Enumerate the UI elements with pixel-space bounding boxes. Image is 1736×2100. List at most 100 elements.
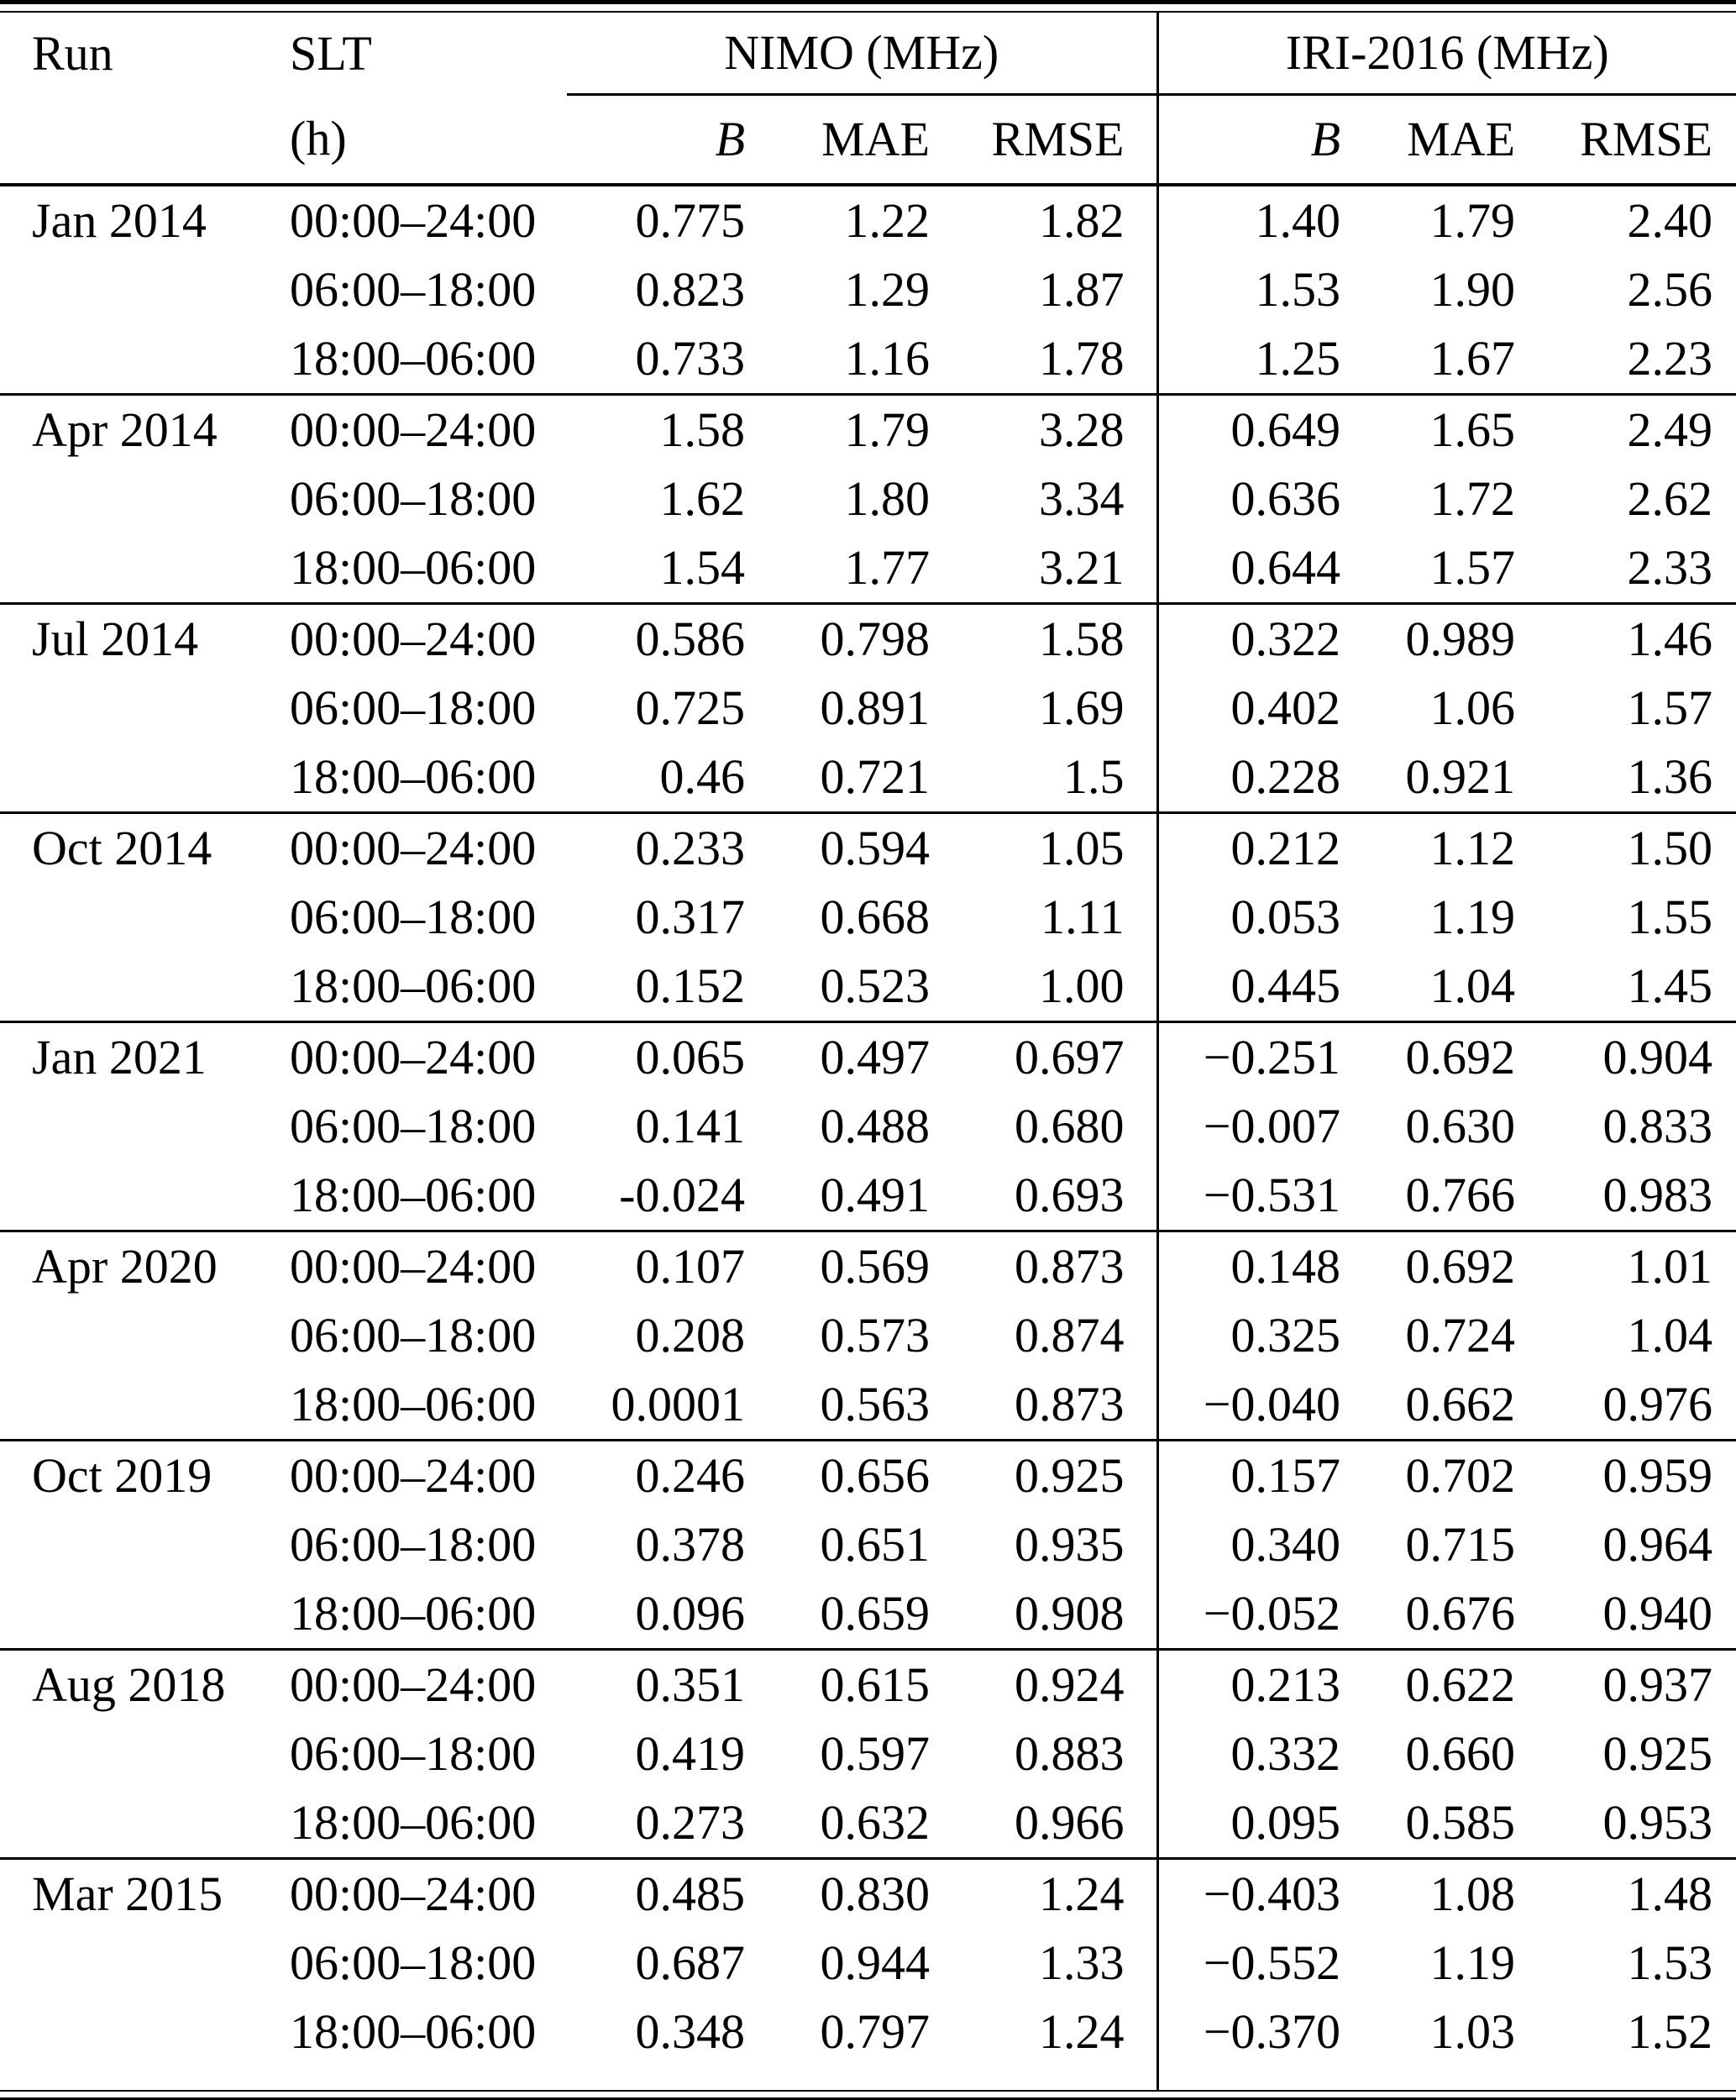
nimo-rmse-cell: 0.924: [935, 1648, 1157, 1719]
column-header-slt: SLT: [290, 25, 372, 81]
iri-b-cell: 0.332: [1156, 1719, 1345, 1788]
column-header-iri-b: B: [1156, 94, 1345, 186]
iri-b-cell: 1.25: [1156, 324, 1345, 395]
table-row: Jan 2014 00:00–24:00 0.775 1.22 1.82 1.4…: [0, 183, 1736, 255]
column-header-nimo-mae: MAE: [750, 94, 935, 186]
iri-mae-cell: 0.715: [1405, 1517, 1516, 1572]
table-bottom-rule-thin: [0, 2090, 1736, 2092]
slt-cell: 00:00–24:00: [269, 393, 567, 465]
iri-b-cell: 0.322: [1156, 602, 1345, 674]
iri-mae-cell: 0.622: [1345, 1648, 1520, 1719]
column-header-iri-rmse: RMSE: [1520, 94, 1736, 186]
column-header-nimo-b: B: [567, 94, 750, 186]
nimo-b-cell: 0.348: [635, 2004, 746, 2059]
run-cell: Aug 2018: [0, 1648, 269, 1719]
run-cell: [0, 255, 269, 324]
slt-cell: 18:00–06:00: [290, 1586, 537, 1641]
table-row: 06:00–18:00 1.62 1.80 3.34 0.636 1.72 2.…: [0, 465, 1736, 533]
iri-rmse-cell: 2.62: [1627, 471, 1713, 526]
nimo-b-cell: 0.208: [635, 1308, 746, 1362]
nimo-rmse-cell: 1.58: [935, 602, 1157, 674]
iri-mae-cell: 1.72: [1429, 471, 1516, 526]
iri-rmse-cell: 1.55: [1627, 890, 1713, 944]
slt-cell: 00:00–24:00: [269, 1439, 567, 1510]
nimo-b-cell: 0.273: [635, 1795, 746, 1850]
iri-mae-cell: 1.79: [1345, 183, 1520, 255]
nimo-b-cell: 1.62: [659, 471, 746, 526]
iri-mae-cell: 0.921: [1405, 749, 1516, 804]
nimo-rmse-cell: 3.28: [935, 393, 1157, 465]
nimo-mae-cell: 0.798: [750, 602, 935, 674]
table-row: Mar 2015 00:00–24:00 0.485 0.830 1.24 −0…: [0, 1857, 1736, 1929]
nimo-mae-cell: 0.491: [820, 1168, 931, 1222]
run-cell: Jan 2021: [0, 1021, 269, 1092]
nimo-rmse-cell: 1.87: [1039, 262, 1125, 317]
slt-cell: 06:00–18:00: [290, 262, 537, 317]
iri-rmse-cell: 2.23: [1627, 331, 1713, 386]
table-row: Jan 2021 00:00–24:00 0.065 0.497 0.697 −…: [0, 1021, 1736, 1092]
iri-rmse-cell: 1.57: [1627, 680, 1713, 735]
iri-rmse-cell: 0.925: [1602, 1726, 1713, 1781]
run-cell: [0, 533, 269, 604]
nimo-b-cell: 0.775: [567, 183, 750, 255]
iri-rmse-cell: 2.49: [1520, 393, 1736, 465]
table-top-rule-gap: [0, 4, 1736, 11]
iri-mae-cell: 0.989: [1345, 602, 1520, 674]
iri-rmse-cell: 1.04: [1627, 1308, 1713, 1362]
nimo-b-cell: 1.54: [659, 540, 746, 595]
nimo-rmse-cell: 3.21: [1039, 540, 1125, 595]
statistics-table: Run SLT NIMO (MHz) IRI-2016 (MHz) (h) B …: [0, 13, 1736, 2090]
iri-mae-cell: 1.08: [1345, 1857, 1520, 1929]
iri-b-cell: 0.636: [1156, 465, 1345, 533]
nimo-mae-cell: 0.651: [820, 1517, 931, 1572]
nimo-rmse-cell: 0.935: [1015, 1517, 1125, 1572]
nimo-mae-cell: 0.597: [820, 1726, 931, 1781]
table-row: 06:00–18:00 0.725 0.891 1.69 0.402 1.06 …: [0, 674, 1736, 743]
slt-cell: 06:00–18:00: [290, 1517, 537, 1572]
nimo-b-cell: 0.351: [567, 1648, 750, 1719]
nimo-mae-cell: 0.830: [750, 1857, 935, 1929]
nimo-b-cell: 0.586: [567, 602, 750, 674]
spacer-cell: [567, 2066, 750, 2090]
nimo-mae-cell: 0.797: [820, 2004, 931, 2059]
iri-rmse-cell: 0.937: [1520, 1648, 1736, 1719]
run-cell: [0, 1579, 269, 1650]
nimo-mae-cell: 0.573: [820, 1308, 931, 1362]
table-row: 06:00–18:00 0.141 0.488 0.680 −0.007 0.6…: [0, 1092, 1736, 1161]
column-header-run-spacer: [0, 94, 269, 186]
table-row: 18:00–06:00 0.096 0.659 0.908 −0.052 0.6…: [0, 1579, 1736, 1650]
nimo-mae-cell: 1.29: [844, 262, 931, 317]
slt-cell: 18:00–06:00: [290, 1168, 537, 1222]
nimo-rmse-cell: 0.966: [1015, 1795, 1125, 1850]
nimo-rmse-cell: 0.873: [1015, 1377, 1125, 1431]
table-row: 18:00–06:00 1.54 1.77 3.21 0.644 1.57 2.…: [0, 533, 1736, 604]
nimo-mae-cell: 0.594: [750, 811, 935, 883]
nimo-mae-cell: 0.668: [820, 890, 931, 944]
run-cell: [0, 1510, 269, 1579]
iri-b-cell: 0.213: [1156, 1648, 1345, 1719]
nimo-b-cell: 1.58: [567, 393, 750, 465]
iri-mae-cell: 1.57: [1429, 540, 1516, 595]
table-row: Jul 2014 00:00–24:00 0.586 0.798 1.58 0.…: [0, 602, 1736, 674]
table-row: 18:00–06:00 0.0001 0.563 0.873 −0.040 0.…: [0, 1370, 1736, 1441]
iri-b-cell: 1.40: [1156, 183, 1345, 255]
nimo-rmse-cell: 1.11: [1041, 890, 1125, 944]
slt-cell: 18:00–06:00: [290, 749, 537, 804]
iri-b-cell: 0.649: [1156, 393, 1345, 465]
slt-cell: 00:00–24:00: [269, 1230, 567, 1301]
iri-rmse-cell: 2.40: [1520, 183, 1736, 255]
nimo-b-cell: 0.065: [567, 1021, 750, 1092]
iri-b-cell: −0.531: [1156, 1161, 1345, 1231]
column-group-iri2016: IRI-2016 (MHz): [1156, 13, 1736, 96]
iri-b-cell: −0.007: [1156, 1092, 1345, 1161]
header-row-subcolumns: (h) B MAE RMSE B MAE RMSE: [0, 94, 1736, 186]
nimo-rmse-cell: 0.873: [935, 1230, 1157, 1301]
nimo-b-cell: 0.46: [659, 749, 746, 804]
iri-rmse-cell: 1.50: [1520, 811, 1736, 883]
run-cell: [0, 883, 269, 952]
nimo-rmse-cell: 0.883: [1015, 1726, 1125, 1781]
nimo-mae-cell: 0.944: [820, 1935, 931, 1990]
nimo-b-cell: 0.419: [635, 1726, 746, 1781]
nimo-b-cell: 0.096: [635, 1586, 746, 1641]
nimo-mae-cell: 1.77: [844, 540, 931, 595]
